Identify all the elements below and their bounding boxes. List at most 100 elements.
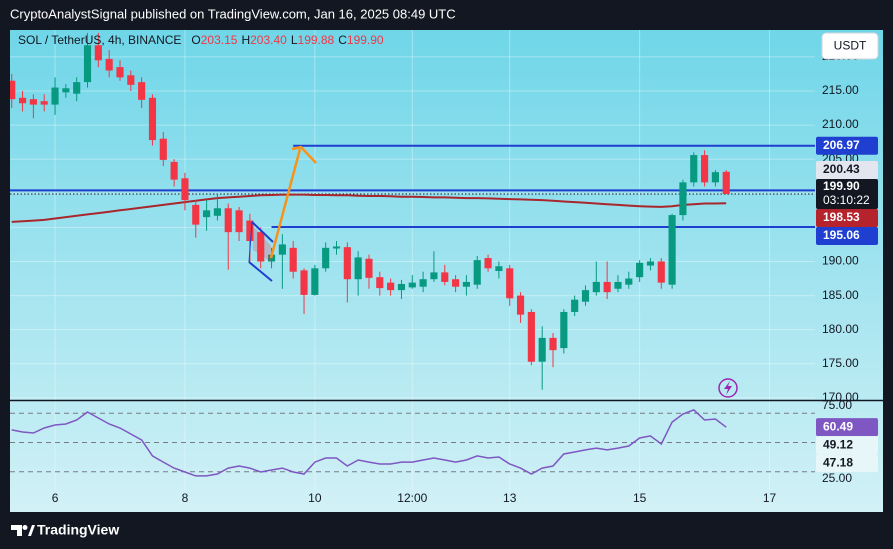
legend-value: 203.40 bbox=[250, 33, 287, 47]
candle-body bbox=[690, 155, 698, 183]
candle-body bbox=[94, 45, 102, 61]
candle-body bbox=[527, 311, 535, 362]
candle-body bbox=[62, 88, 70, 93]
price-label: 199.90 bbox=[823, 179, 860, 193]
price-label: 47.18 bbox=[823, 455, 853, 469]
candle-body bbox=[18, 97, 27, 104]
rsi-tick-label: 75.00 bbox=[822, 398, 852, 412]
y-tick-label: 210.00 bbox=[822, 117, 859, 131]
candle-body bbox=[116, 67, 124, 78]
candle-body bbox=[560, 311, 568, 349]
legend-symbol: SOL / TetherUS, 4h, BINANCE bbox=[18, 33, 181, 47]
candle-body bbox=[246, 220, 254, 242]
currency-label[interactable]: USDT bbox=[834, 39, 867, 53]
candle-body bbox=[473, 260, 481, 285]
price-label: 200.43 bbox=[823, 162, 860, 176]
legend-key: H bbox=[241, 33, 250, 47]
price-label: 49.12 bbox=[823, 437, 853, 451]
candle-body bbox=[40, 101, 48, 105]
legend-value: 203.15 bbox=[201, 33, 238, 47]
candle-body bbox=[365, 258, 373, 278]
y-tick-label: 180.00 bbox=[822, 322, 859, 336]
legend: SOL / TetherUS, 4h, BINANCE O203.15 H203.4… bbox=[18, 33, 384, 47]
price-label: 195.06 bbox=[823, 228, 860, 242]
candle-body bbox=[10, 80, 16, 100]
price-label-box bbox=[816, 226, 878, 245]
brand: TradingView bbox=[37, 522, 119, 538]
candle-body bbox=[213, 208, 221, 216]
legend-value: 199.90 bbox=[347, 33, 384, 47]
x-tick-label: 8 bbox=[182, 491, 189, 505]
candle-body bbox=[581, 290, 590, 302]
candle-body bbox=[170, 161, 178, 180]
candle-body bbox=[203, 210, 211, 218]
price-countdown: 03:10:22 bbox=[823, 193, 870, 207]
candle-body bbox=[397, 283, 406, 291]
candle-body bbox=[538, 337, 546, 362]
event-icon-bolt bbox=[724, 381, 732, 395]
candle-body bbox=[376, 277, 384, 289]
event-icon[interactable] bbox=[718, 378, 738, 398]
brand-logo bbox=[11, 525, 22, 536]
candle-body bbox=[571, 299, 579, 312]
legend-key: C bbox=[338, 33, 347, 47]
candle-body bbox=[224, 208, 232, 233]
legend-key: L bbox=[291, 33, 298, 47]
x-tick-label: 17 bbox=[763, 491, 777, 505]
flag-line bbox=[248, 221, 253, 263]
candle-body bbox=[636, 262, 644, 278]
arrow-head bbox=[291, 145, 317, 164]
flag-fill bbox=[253, 226, 271, 262]
y-tick-label: 215.00 bbox=[822, 83, 859, 97]
price-label-box bbox=[816, 436, 878, 455]
candle-body bbox=[300, 270, 308, 295]
candle-body bbox=[462, 281, 470, 287]
candle-body bbox=[452, 279, 460, 287]
brand-logo bbox=[28, 525, 35, 536]
candle-body bbox=[430, 272, 438, 280]
candle-body bbox=[332, 246, 341, 249]
candle-body bbox=[516, 295, 525, 315]
candle-body bbox=[387, 282, 395, 291]
y-tick-label: 185.00 bbox=[822, 288, 859, 302]
price-label-box bbox=[816, 136, 878, 155]
candle-body bbox=[311, 268, 319, 295]
legend-key: O bbox=[191, 33, 200, 47]
moving-average bbox=[11, 193, 727, 223]
price-label-box bbox=[816, 208, 878, 227]
candle-body bbox=[668, 215, 676, 285]
price-label: 206.97 bbox=[823, 138, 860, 152]
candle-body bbox=[235, 210, 243, 233]
price-label-box bbox=[816, 160, 878, 179]
currency-button[interactable] bbox=[821, 32, 879, 60]
candle-body bbox=[711, 172, 719, 183]
price-label: 60.49 bbox=[823, 419, 853, 433]
y-tick-label: 190.00 bbox=[822, 254, 859, 268]
candle-body bbox=[289, 247, 297, 272]
rsi-pane bbox=[10, 409, 815, 477]
candle-body bbox=[343, 247, 351, 280]
price-label-box bbox=[816, 178, 878, 209]
candle-body bbox=[83, 45, 92, 83]
rsi-tick-label: 25.00 bbox=[822, 471, 852, 485]
candle-body bbox=[484, 258, 492, 269]
candle-body bbox=[159, 138, 167, 160]
candle-body bbox=[657, 261, 665, 283]
candle-body bbox=[701, 155, 709, 183]
price-label-box bbox=[816, 454, 878, 473]
flag-line bbox=[248, 261, 273, 282]
footer bbox=[0, 513, 893, 549]
candle-body bbox=[192, 204, 200, 225]
price-label: 198.53 bbox=[823, 210, 860, 224]
candle-body bbox=[614, 281, 622, 289]
candle-body bbox=[127, 75, 135, 85]
brand-logo bbox=[22, 525, 28, 530]
x-tick-label: 13 bbox=[503, 491, 517, 505]
x-tick-label: 6 bbox=[52, 491, 59, 505]
flag-line bbox=[251, 221, 274, 243]
candle-body bbox=[603, 281, 611, 293]
candle-body bbox=[495, 266, 503, 272]
candle-body bbox=[592, 281, 600, 293]
